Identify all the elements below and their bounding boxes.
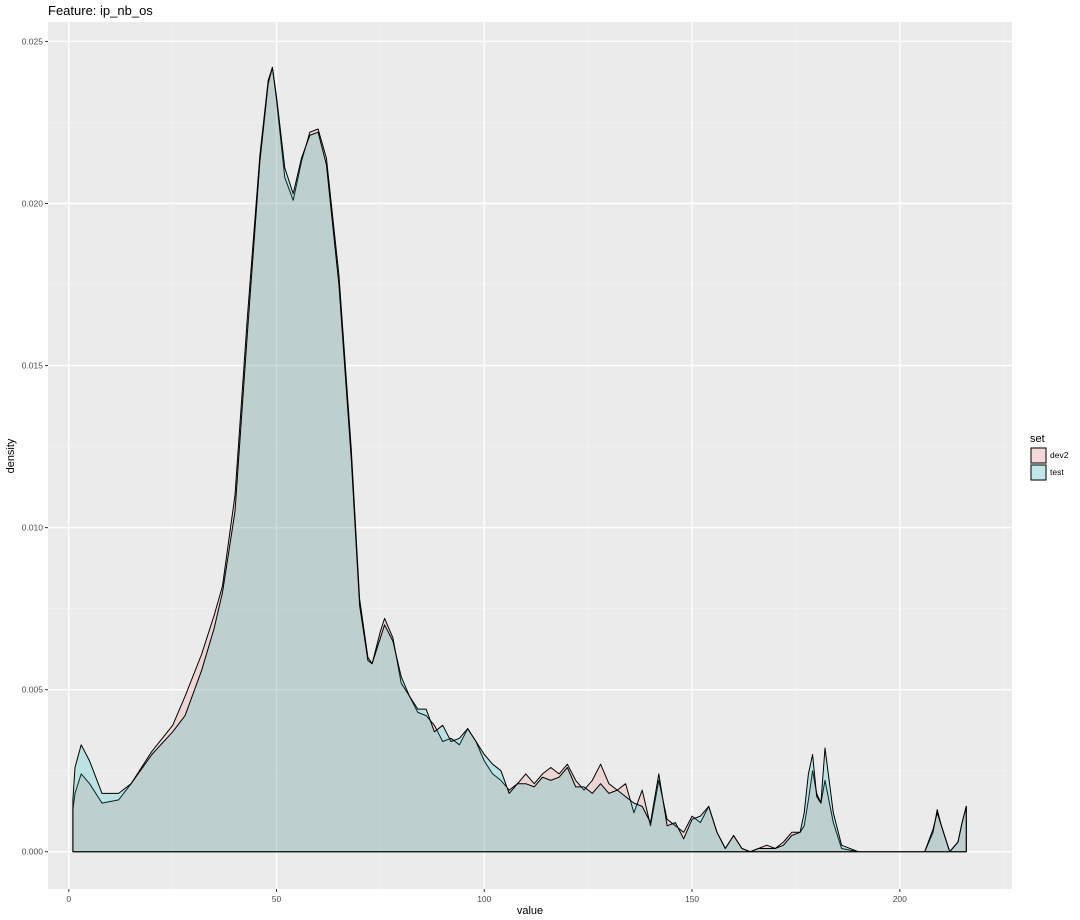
plot-panel — [48, 22, 1012, 889]
x-axis-label: value — [517, 905, 543, 917]
x-axis-ticks: 0 50 100 150 200 — [66, 889, 907, 904]
y-axis-label: density — [5, 438, 17, 473]
x-tick-label: 150 — [685, 894, 699, 904]
y-tick-label: 0.010 — [22, 523, 44, 533]
y-tick-label: 0.005 — [22, 685, 44, 695]
legend-key-bg — [1030, 464, 1047, 481]
x-tick-label: 0 — [66, 894, 71, 904]
legend-swatch-test — [1030, 464, 1047, 481]
y-axis-ticks: 0.000 0.005 0.010 0.015 0.020 0.025 — [22, 36, 48, 857]
chart-title: Feature: ip_nb_os — [48, 3, 153, 18]
y-tick-label: 0.000 — [22, 847, 44, 857]
density-area-test — [72, 66, 967, 853]
legend-swatch-dev2 — [1030, 447, 1047, 464]
legend-title: set — [1030, 433, 1045, 445]
x-tick-label: 200 — [893, 894, 907, 904]
x-tick-label: 50 — [272, 894, 282, 904]
minor-gridlines — [48, 22, 1012, 889]
y-tick-label: 0.025 — [22, 36, 44, 46]
density-areas — [72, 66, 967, 853]
y-tick-label: 0.015 — [22, 361, 44, 371]
legend-label-test: test — [1050, 467, 1064, 477]
y-tick-label: 0.020 — [22, 199, 44, 209]
density-area-dev2 — [72, 66, 967, 853]
legend: set dev2 test — [1030, 433, 1069, 481]
legend-label-dev2: dev2 — [1050, 450, 1069, 460]
x-tick-label: 100 — [477, 894, 491, 904]
legend-key-bg — [1030, 447, 1047, 464]
